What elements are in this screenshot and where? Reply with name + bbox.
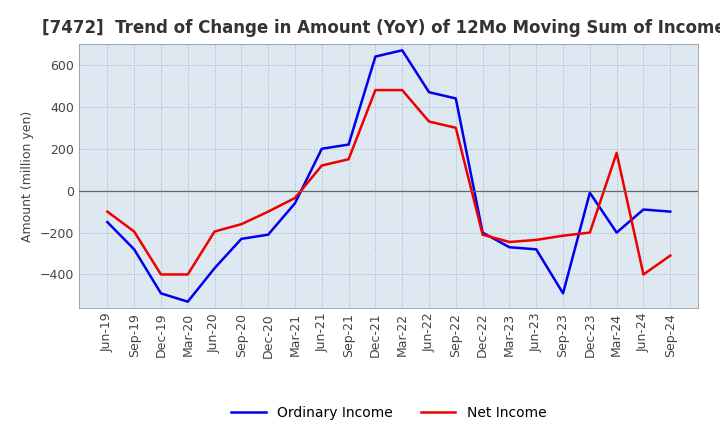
Net Income — [532, 237, 541, 242]
Net Income — [639, 272, 648, 277]
Ordinary Income — [344, 142, 353, 147]
Ordinary Income — [532, 247, 541, 252]
Net Income — [585, 230, 594, 235]
Net Income — [157, 272, 166, 277]
Ordinary Income — [398, 48, 407, 53]
Ordinary Income — [264, 232, 272, 237]
Net Income — [371, 88, 379, 93]
Net Income — [291, 195, 300, 201]
Ordinary Income — [425, 90, 433, 95]
Net Income — [451, 125, 460, 130]
Ordinary Income — [371, 54, 379, 59]
Ordinary Income — [318, 146, 326, 151]
Net Income — [318, 163, 326, 168]
Net Income — [478, 232, 487, 237]
Ordinary Income — [237, 236, 246, 242]
Ordinary Income — [505, 245, 514, 250]
Legend: Ordinary Income, Net Income: Ordinary Income, Net Income — [225, 400, 553, 427]
Ordinary Income — [451, 96, 460, 101]
Y-axis label: Amount (million yen): Amount (million yen) — [22, 110, 35, 242]
Ordinary Income — [291, 201, 300, 206]
Ordinary Income — [184, 299, 192, 304]
Net Income — [505, 239, 514, 245]
Net Income — [184, 272, 192, 277]
Net Income — [666, 253, 675, 258]
Line: Net Income: Net Income — [107, 90, 670, 275]
Net Income — [344, 157, 353, 162]
Ordinary Income — [612, 230, 621, 235]
Ordinary Income — [585, 190, 594, 195]
Net Income — [559, 233, 567, 238]
Title: [7472]  Trend of Change in Amount (YoY) of 12Mo Moving Sum of Incomes: [7472] Trend of Change in Amount (YoY) o… — [42, 19, 720, 37]
Net Income — [264, 209, 272, 214]
Net Income — [130, 229, 138, 234]
Line: Ordinary Income: Ordinary Income — [107, 50, 670, 302]
Ordinary Income — [157, 291, 166, 296]
Ordinary Income — [130, 247, 138, 252]
Net Income — [612, 150, 621, 156]
Ordinary Income — [210, 266, 219, 271]
Ordinary Income — [103, 220, 112, 225]
Ordinary Income — [478, 230, 487, 235]
Net Income — [425, 119, 433, 124]
Net Income — [103, 209, 112, 214]
Net Income — [237, 222, 246, 227]
Net Income — [210, 229, 219, 234]
Ordinary Income — [666, 209, 675, 214]
Ordinary Income — [639, 207, 648, 212]
Ordinary Income — [559, 291, 567, 296]
Net Income — [398, 88, 407, 93]
